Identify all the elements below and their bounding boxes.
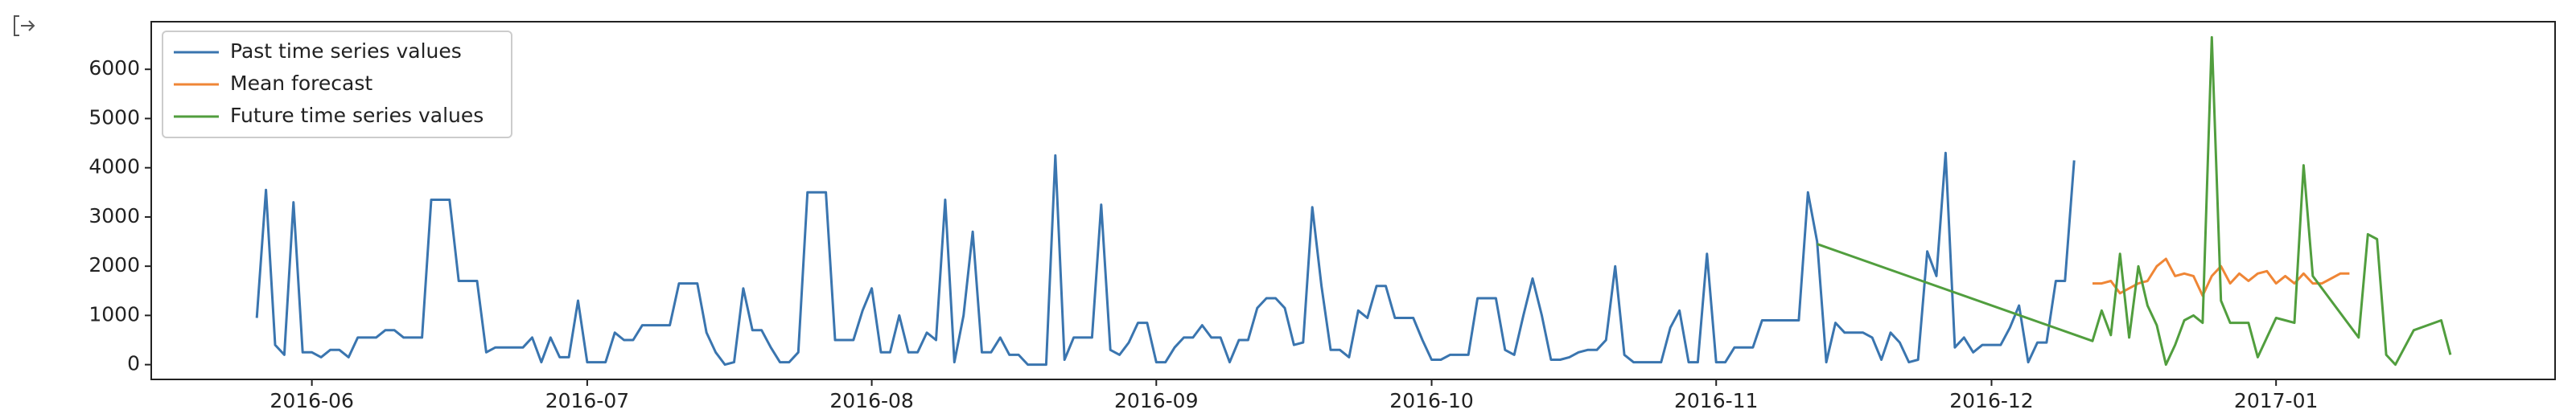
legend-label: Future time series values [230, 104, 484, 127]
legend-box [162, 31, 512, 138]
x-tick-label: 2016-06 [270, 389, 353, 412]
y-tick-label: 6000 [88, 56, 140, 80]
x-tick-label: 2016-07 [545, 389, 629, 412]
y-tick-label: 5000 [88, 105, 140, 129]
series-line [255, 151, 2076, 367]
plot-frame [150, 21, 2556, 380]
y-tick-label: 3000 [88, 204, 140, 227]
legend: Past time series values Mean forecast Futu… [162, 31, 512, 138]
x-tick-label: 2016-11 [1674, 389, 1758, 412]
x-tick-label: 2016-10 [1389, 389, 1473, 412]
legend-label: Mean forecast [230, 72, 372, 95]
output-icon [14, 15, 35, 36]
y-tick-label: 0 [127, 352, 140, 375]
y-tick-label: 4000 [88, 155, 140, 178]
y-tick-label: 2000 [88, 253, 140, 277]
x-tick-label: 2016-12 [1949, 389, 2033, 412]
legend-label: Past time series values [230, 39, 462, 63]
y-tick-label: 1000 [88, 302, 140, 326]
x-tick-label: 2016-09 [1114, 389, 1198, 412]
x-tick-label: 2017-01 [2234, 389, 2318, 412]
x-tick-label: 2016-08 [829, 389, 913, 412]
series-line [1817, 35, 2452, 367]
